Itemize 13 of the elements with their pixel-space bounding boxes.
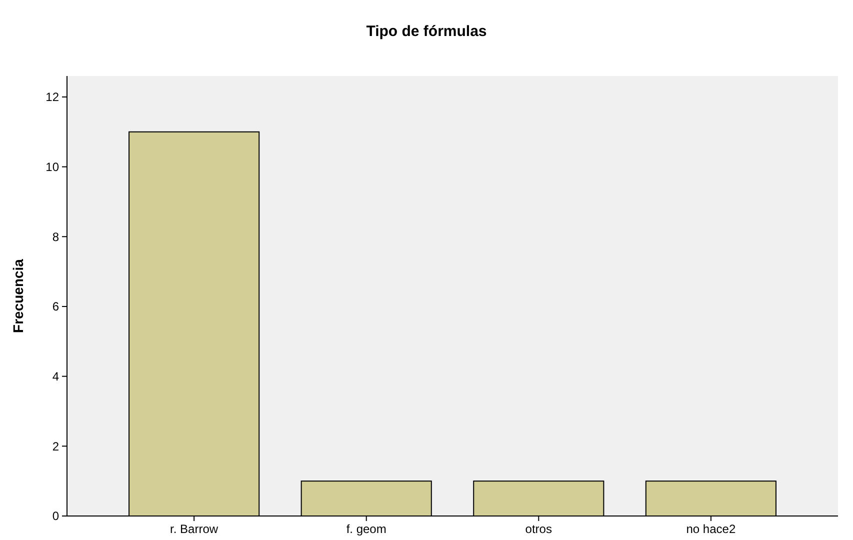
x-tick-label: otros (525, 522, 552, 536)
x-tick-label: r. Barrow (170, 522, 218, 536)
y-tick-label: 4 (52, 370, 60, 384)
y-axis-title: Frecuencia (10, 258, 26, 333)
y-tick-label: 0 (52, 509, 60, 524)
y-tick-label: 6 (52, 300, 60, 314)
y-tick-label: 8 (52, 230, 60, 244)
x-tick-label: no hace2 (686, 522, 736, 536)
y-tick-label: 2 (52, 439, 60, 454)
y-tick-label: 12 (46, 90, 60, 104)
chart-title: Tipo de fórmulas (366, 23, 487, 40)
x-tick-label: f. geom (346, 522, 386, 536)
y-tick-label: 10 (46, 160, 60, 174)
